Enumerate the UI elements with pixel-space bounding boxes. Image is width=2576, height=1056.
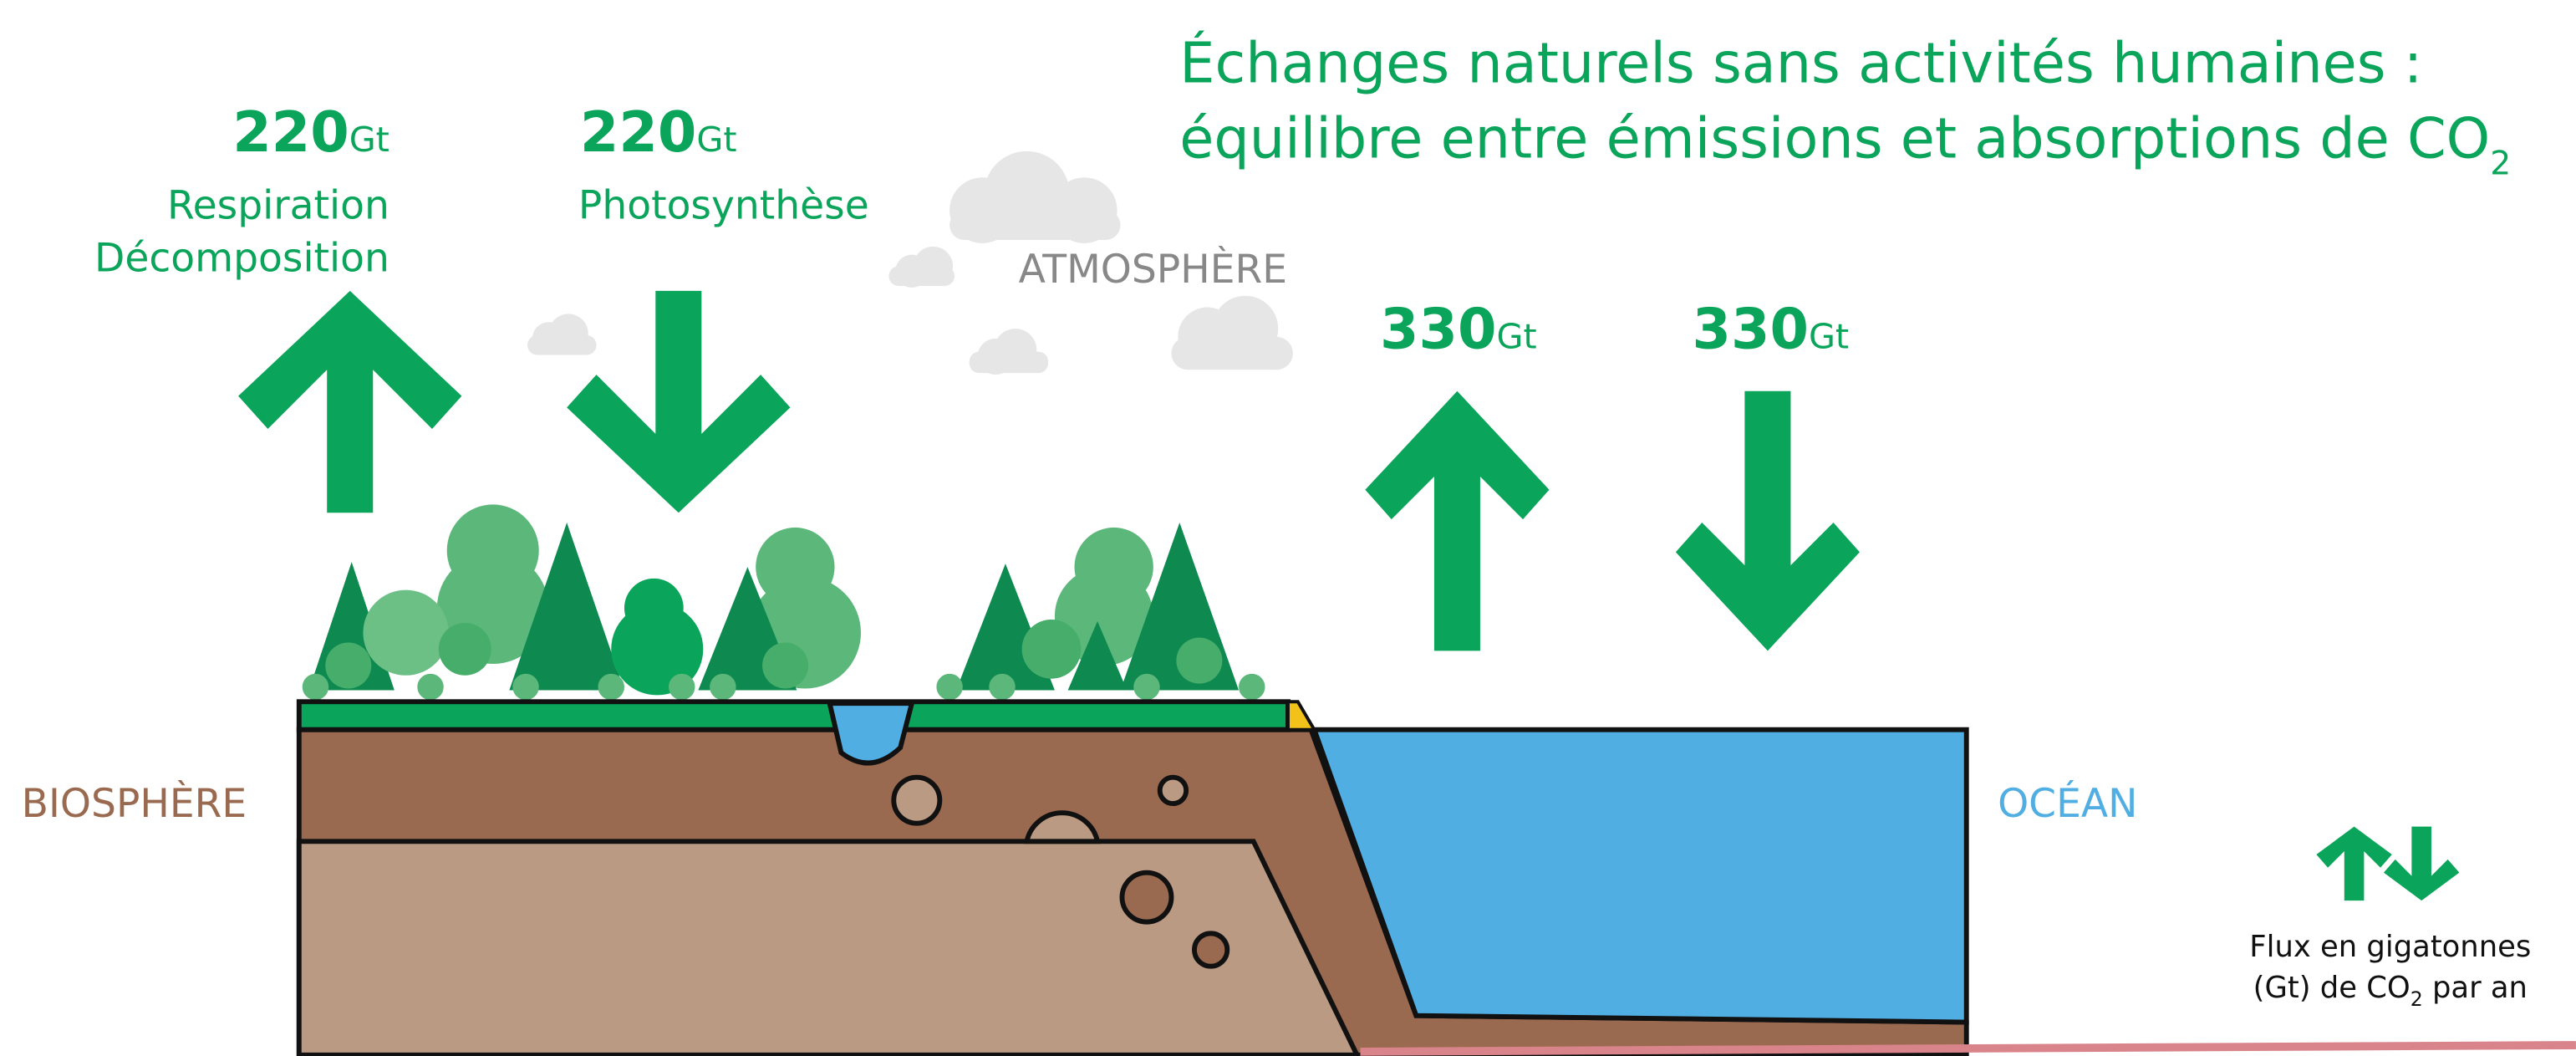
flow-unit: Gt: [696, 120, 736, 160]
beach: [1288, 701, 1314, 729]
title-line: équilibre entre émissions et absorptions…: [1179, 106, 2511, 183]
flow-number: 220: [580, 99, 696, 165]
legend-text: (Gt) de CO2 par an: [2253, 971, 2528, 1011]
flow-value: 220Gt: [232, 99, 389, 165]
title-text: Échanges naturels sans activités humaine…: [1179, 29, 2422, 95]
flow-value: 330Gt: [1693, 297, 1850, 362]
title-line: Échanges naturels sans activités humaine…: [1179, 29, 2422, 95]
trees: [303, 504, 1265, 700]
flow-value: 330Gt: [1380, 297, 1537, 362]
flow-unit: Gt: [1809, 317, 1849, 357]
flow-unit: Gt: [1497, 317, 1537, 357]
grass: [299, 701, 1288, 729]
diagram: Échanges naturels sans activités humaine…: [0, 0, 2576, 1056]
title-subscript: 2: [2490, 145, 2511, 182]
zone-label: ATMOSPHÈRE: [1019, 245, 1287, 293]
title-text: équilibre entre émissions et absorptions…: [1179, 106, 2490, 171]
ocean: [1314, 730, 1966, 1023]
legend-part: par an: [2423, 971, 2528, 1005]
flow-label: Décomposition: [94, 235, 389, 281]
zone-label: BIOSPHÈRE: [22, 779, 247, 827]
legend-part: (Gt) de CO: [2253, 971, 2411, 1005]
legend-subscript: 2: [2411, 987, 2423, 1011]
flow-label: Respiration: [167, 182, 389, 228]
flow-number: 330: [1693, 297, 1809, 362]
page: Échanges naturels sans activités humaine…: [0, 0, 2576, 1056]
flow-value: 220Gt: [580, 99, 737, 165]
flow-number: 330: [1380, 297, 1496, 362]
legend-text: Flux en gigatonnes: [2249, 930, 2531, 964]
flow-number: 220: [232, 99, 349, 165]
flow-unit: Gt: [349, 120, 389, 160]
flow-label: Photosynthèse: [578, 182, 869, 228]
zone-label: OCÉAN: [1998, 779, 2137, 827]
